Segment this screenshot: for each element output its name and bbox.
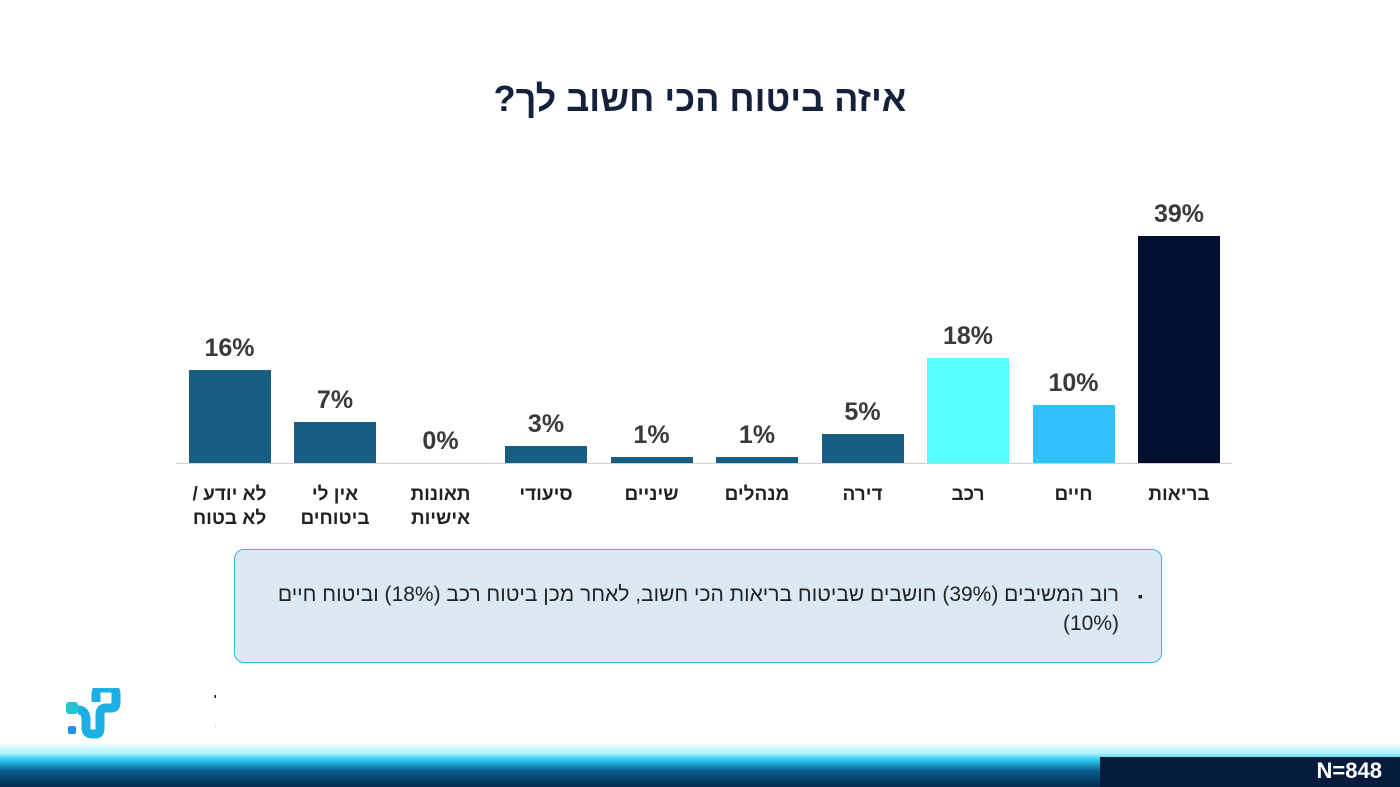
summary-note: ▪ רוב המשיבים (39%) חושבים שביטוח בריאות…: [234, 549, 1162, 663]
bar: [1032, 404, 1115, 463]
category-label: רכב: [913, 483, 1023, 507]
logo: סופר דאטה: [66, 688, 216, 743]
category-label-line: ביטוחים: [300, 508, 370, 529]
svg-text:דאטה: דאטה: [214, 718, 216, 743]
category-label-line: לא יודע /: [192, 484, 267, 505]
data-label: 3%: [527, 409, 565, 438]
x-axis-line: [176, 463, 1232, 464]
data-label: 5%: [844, 397, 881, 426]
bar: [188, 369, 271, 463]
page-title: איזה ביטוח הכי חשוב לך?: [493, 78, 907, 119]
category-label-line: סיעודי: [519, 484, 573, 505]
bullet-icon: ▪: [1138, 588, 1143, 604]
category-label-line: תאונות: [410, 484, 471, 505]
category-label: בריאות: [1124, 483, 1234, 507]
data-label: 16%: [204, 333, 255, 362]
category-label-line: רכב: [951, 484, 985, 505]
data-label: 1%: [738, 421, 776, 450]
svg-text:סופר: סופר: [214, 688, 216, 716]
category-label: דירה: [808, 483, 918, 507]
category-label-line: חיים: [1054, 484, 1093, 505]
bar: [821, 433, 904, 463]
bar: [1138, 236, 1220, 463]
data-label: 1%: [633, 421, 670, 450]
data-label: 0%: [422, 427, 459, 455]
bar: [505, 445, 587, 463]
sample-size: N=848: [1316, 758, 1382, 783]
category-label: לא יודע / לא בטוח: [175, 483, 285, 531]
category-label: תאונות אישיות: [386, 483, 496, 531]
data-label: 18%: [942, 322, 994, 351]
category-label-line: מנהלים: [724, 484, 790, 505]
bar: [716, 457, 798, 463]
category-label: מנהלים: [702, 483, 812, 507]
category-label-line: אין לי: [311, 484, 359, 505]
bar: [294, 422, 376, 463]
category-label: חיים: [1019, 483, 1129, 507]
data-label: 7%: [316, 386, 354, 415]
bar-chart: 39% בריאות 10% חיים 18% רכב 5% דירה 1% מנהלים 1% שי…: [175, 200, 1234, 531]
category-label: סיעודי: [491, 483, 601, 507]
category-label-line: שיניים: [624, 484, 679, 505]
category-label-line: לא בטוח: [192, 508, 267, 529]
category-label-line: בריאות: [1148, 484, 1210, 505]
footer-dark-band: [1100, 757, 1400, 787]
category-label-line: אישיות: [410, 508, 471, 529]
category-label-line: דירה: [842, 484, 883, 505]
bar: [927, 358, 1009, 463]
data-label: 39%: [1153, 200, 1205, 228]
category-label: אין לי ביטוחים: [280, 483, 390, 531]
bar: [610, 457, 693, 463]
category-label: שיניים: [597, 483, 707, 507]
data-label: 10%: [1048, 368, 1099, 397]
summary-text: רוב המשיבים (39%) חושבים שביטוח בריאות ה…: [277, 583, 1119, 635]
